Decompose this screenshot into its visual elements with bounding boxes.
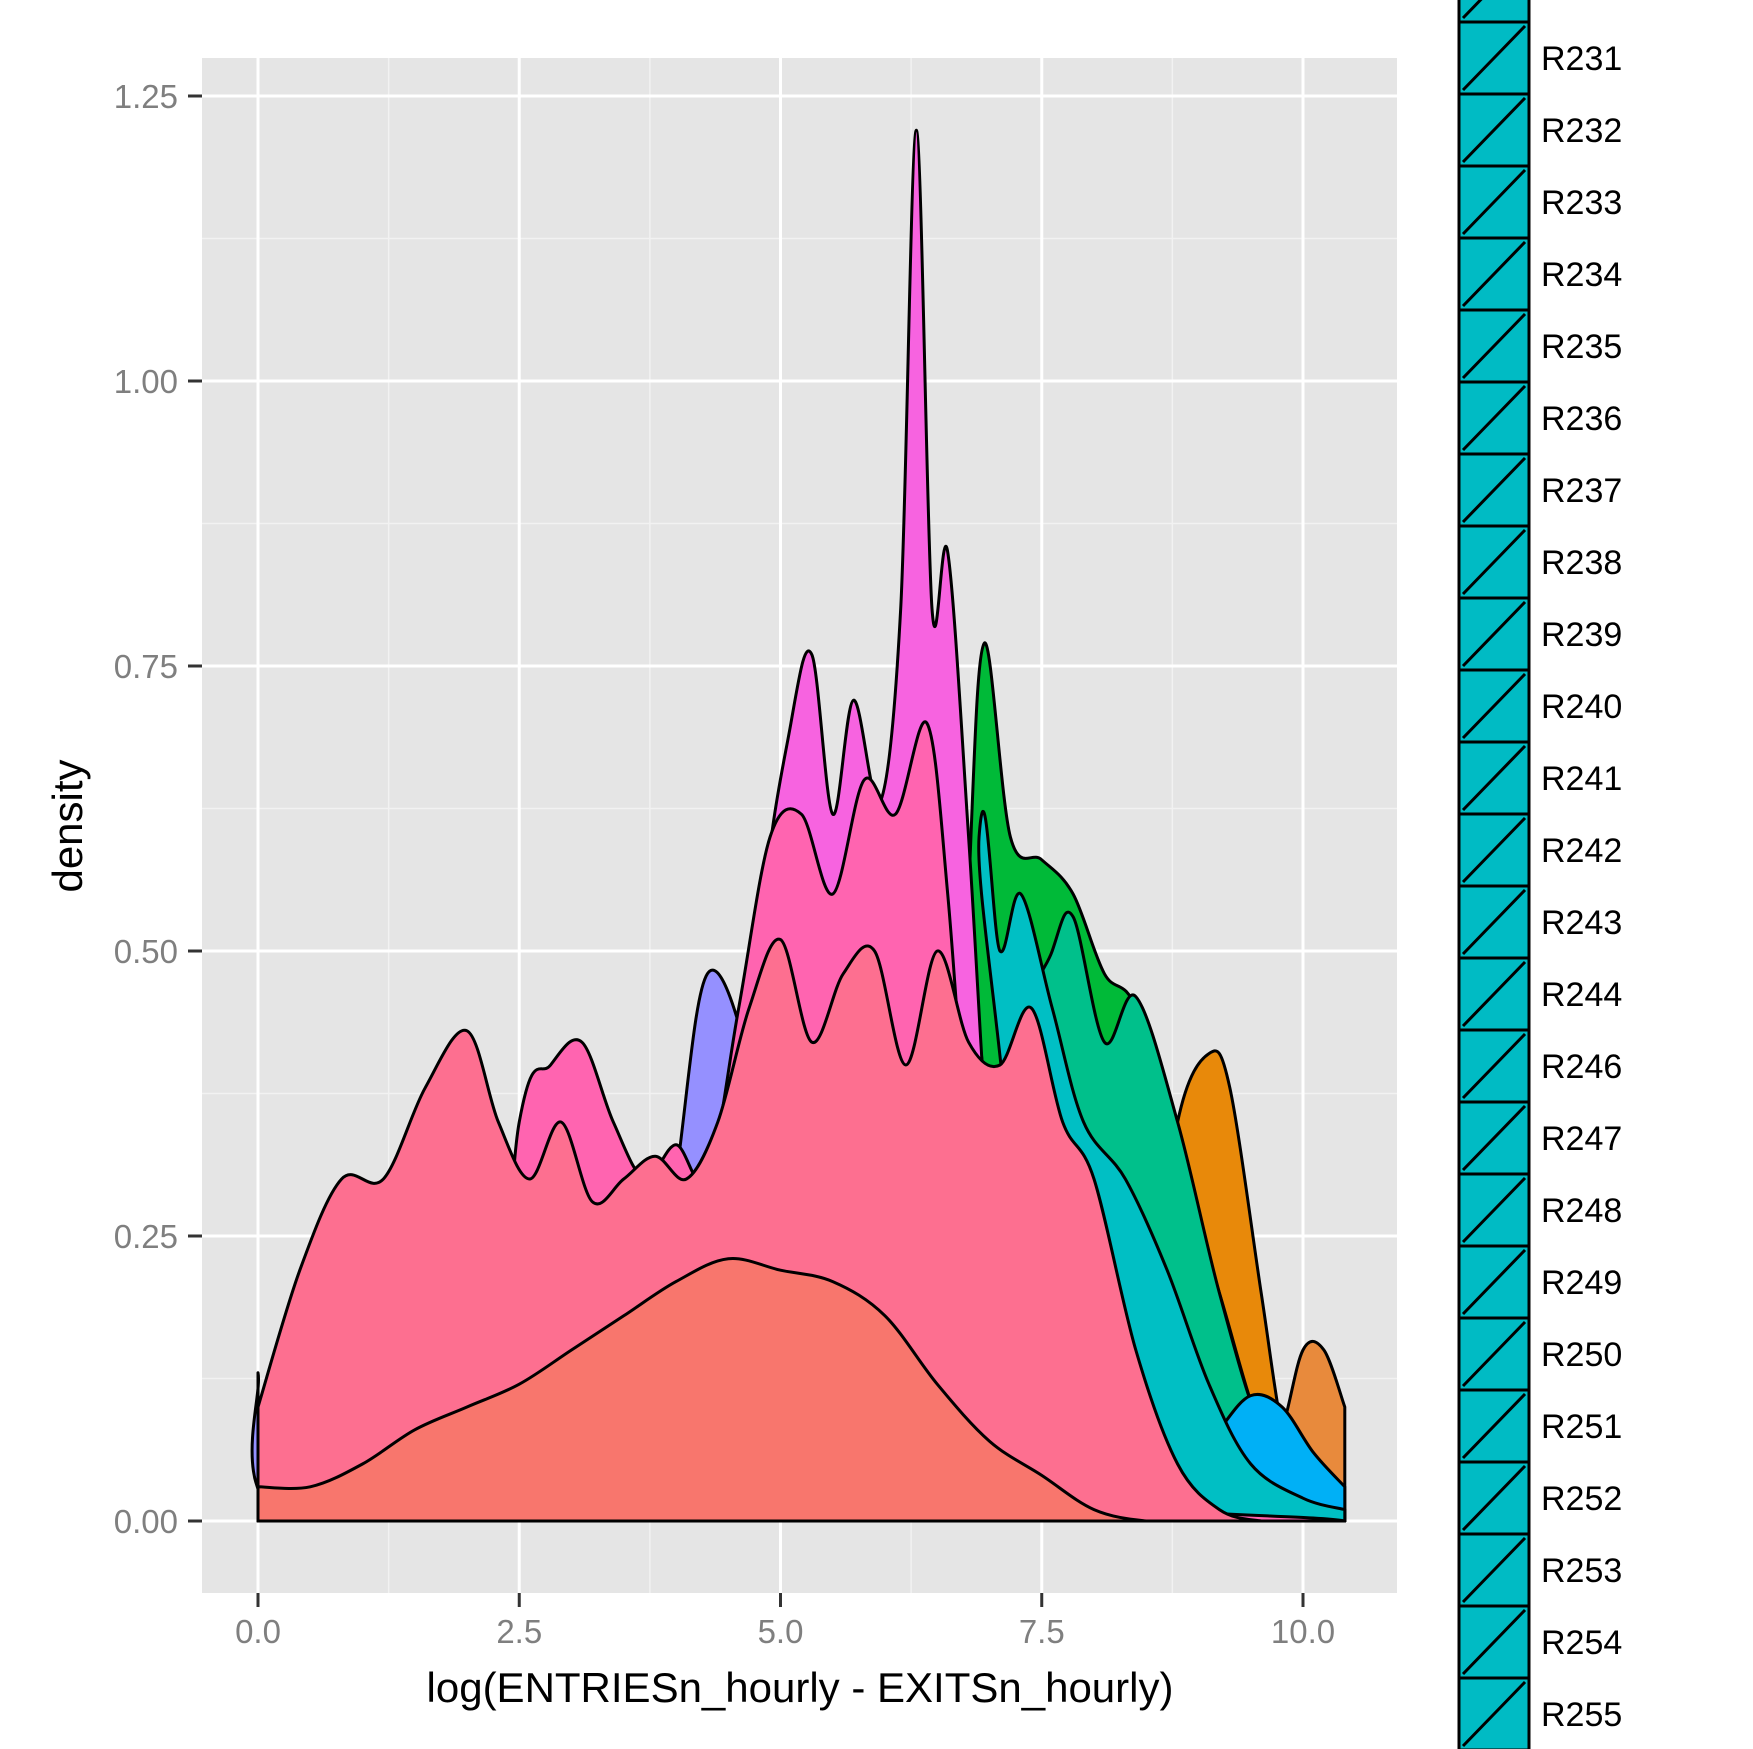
legend-label: R242	[1541, 832, 1622, 870]
x-axis-title: log(ENTRIESn_hourly - EXITSn_hourly)	[427, 1664, 1174, 1711]
legend-key-slash	[1461, 1104, 1527, 1172]
legend-label: R244	[1541, 976, 1622, 1014]
legend-label: R239	[1541, 616, 1622, 654]
legend-label: R232	[1541, 112, 1622, 150]
x-tick-label: 5.0	[758, 1613, 804, 1650]
legend-label: R237	[1541, 472, 1622, 510]
legend-key-slash	[1461, 1464, 1527, 1532]
series-group	[250, 128, 1347, 1523]
legend-key-slash	[1461, 528, 1527, 596]
legend-label: R246	[1541, 1048, 1622, 1086]
axes: 0.00 0.25 0.50 0.75 1.00 1.25 0.0 2.5 5.0 7.5 10.0	[114, 78, 1335, 1650]
legend-key-slash	[1461, 888, 1527, 956]
legend-key-slash	[1461, 168, 1527, 236]
legend-label: R234	[1541, 256, 1622, 294]
density-series-9	[256, 937, 1347, 1523]
legend-label: R238	[1541, 544, 1622, 582]
legend-key-slash	[1461, 600, 1527, 668]
legend-label: R249	[1541, 1264, 1622, 1302]
legend-key-slash	[1461, 240, 1527, 308]
legend-label: R252	[1541, 1480, 1622, 1518]
legend-label: R248	[1541, 1192, 1622, 1230]
legend-label: R231	[1541, 40, 1622, 78]
legend-key-slash	[1461, 1680, 1527, 1748]
legend-key-slash	[1461, 1176, 1527, 1244]
legend-key-slash	[1461, 816, 1527, 884]
legend-key-slash	[1461, 744, 1527, 812]
density-series-10	[256, 1257, 1347, 1523]
legend-label: R247	[1541, 1120, 1622, 1158]
legend-label: R250	[1541, 1336, 1622, 1374]
y-tick-label: 1.00	[114, 363, 178, 400]
legend-key-slash	[1461, 96, 1527, 164]
legend-key-slash	[1461, 456, 1527, 524]
legend-label: R255	[1541, 1696, 1622, 1734]
y-tick-label: 0.00	[114, 1503, 178, 1540]
legend-key-slash	[1461, 672, 1527, 740]
y-tick-label: 1.25	[114, 78, 178, 115]
legend-key-slash	[1461, 384, 1527, 452]
legend-label: R251	[1541, 1408, 1622, 1446]
legend-key-slash	[1461, 312, 1527, 380]
y-tick-label: 0.75	[114, 648, 178, 685]
legend-key-slash	[1461, 1608, 1527, 1676]
y-tick-label: 0.50	[114, 933, 178, 970]
legend-label: R253	[1541, 1552, 1622, 1590]
legend-key-slash	[1461, 1032, 1527, 1100]
legend-label: R233	[1541, 184, 1622, 222]
legend-key-slash	[1461, 960, 1527, 1028]
legend: R231 R232 R233 R234 R235 R236 R237 R238 R239 R240…	[1457, 0, 1622, 1749]
legend-key-slash	[1461, 1320, 1527, 1388]
legend-label: R236	[1541, 400, 1622, 438]
legend-key-slash	[1461, 1536, 1527, 1604]
legend-key-slash	[1461, 24, 1527, 92]
legend-label: R254	[1541, 1624, 1622, 1662]
y-tick-label: 0.25	[114, 1218, 178, 1255]
legend-label: R235	[1541, 328, 1622, 366]
x-tick-label: 7.5	[1019, 1613, 1065, 1650]
x-tick-label: 10.0	[1271, 1613, 1335, 1650]
legend-label: R241	[1541, 760, 1622, 798]
legend-label: R240	[1541, 688, 1622, 726]
x-tick-label: 0.0	[235, 1613, 281, 1650]
y-axis-title: density	[44, 759, 91, 892]
x-tick-label: 2.5	[496, 1613, 542, 1650]
legend-key-slash	[1461, 1248, 1527, 1316]
legend-keys: R231 R232 R233 R234 R235 R236 R237 R238 R239 R240…	[1457, 0, 1622, 1749]
legend-key-slash	[1461, 0, 1483, 20]
legend-key-slash	[1461, 1392, 1527, 1460]
legend-label: R243	[1541, 904, 1622, 942]
